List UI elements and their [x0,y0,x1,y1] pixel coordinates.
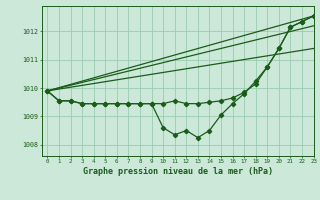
X-axis label: Graphe pression niveau de la mer (hPa): Graphe pression niveau de la mer (hPa) [83,167,273,176]
